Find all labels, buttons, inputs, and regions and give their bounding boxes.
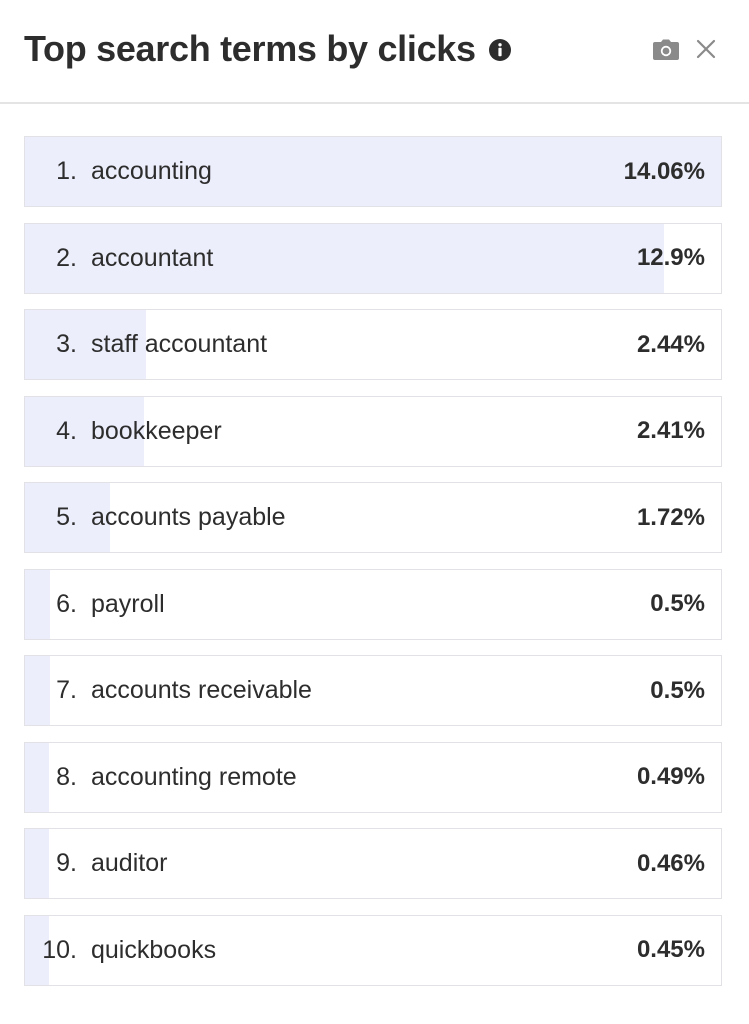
term-rank: 6. [56,589,77,618]
search-term-row[interactable]: 9. auditor 0.46% [24,828,722,899]
search-term-row[interactable]: 6. payroll 0.5% [24,568,722,640]
panel-title: Top search terms by clicks [24,28,512,70]
share-bar [25,742,50,812]
panel-header: Top search terms by clicks [0,0,749,104]
term-label: auditor [91,849,168,877]
term-label: bookkeeper [91,416,222,445]
search-terms-list: 1. accounting 14.06% 2. accountant 12.9% 3. sta… [24,136,722,1001]
search-term-row[interactable]: 1. accounting 14.06% [24,136,722,207]
term-label: quickbooks [91,935,217,964]
term-percent: 1.72% [636,503,705,531]
term-label: accounting [91,157,212,185]
search-term-row[interactable]: 7. accounts receivable 0.5% [24,655,722,726]
term-label: payroll [91,589,165,618]
share-bar [25,396,145,466]
search-term-row[interactable]: 2. accountant 12.9% [24,222,722,294]
term-rank: 3. [56,330,77,358]
search-term-row[interactable]: 8. accounting remote 0.49% [24,741,722,813]
term-label: accountant [91,243,214,272]
search-term-row[interactable]: 3. staff accountant 2.44% [24,309,722,380]
search-term-row[interactable]: 5. accounts payable 1.72% [24,482,722,553]
term-label: staff accountant [91,330,268,358]
term-percent: 12.9% [636,244,705,271]
share-bar [25,137,721,206]
share-bar [25,915,50,985]
panel-title-text: Top search terms by clicks [24,28,476,69]
term-percent: 14.06% [623,157,705,185]
info-icon[interactable] [488,38,512,62]
term-rank: 4. [56,416,77,445]
share-bar [25,223,664,293]
share-bar [25,483,111,552]
share-bar [25,829,50,898]
share-bar [25,569,50,639]
term-rank: 10. [42,935,77,964]
search-term-row[interactable]: 4. bookkeeper 2.41% [24,395,722,467]
share-bar [25,656,50,725]
share-bar [25,310,146,379]
camera-icon[interactable] [652,38,680,62]
term-rank: 9. [56,849,77,877]
term-rank: 1. [56,157,77,185]
term-percent: 0.49% [636,763,705,790]
term-percent: 2.41% [636,417,705,444]
term-percent: 0.5% [650,590,705,617]
search-term-row[interactable]: 10. quickbooks 0.45% [24,914,722,986]
term-percent: 0.46% [636,849,705,877]
term-label: accounts payable [91,503,286,531]
term-label: accounts receivable [91,676,312,704]
close-icon[interactable] [694,37,718,61]
term-label: accounting remote [91,762,297,791]
term-percent: 0.5% [650,676,705,704]
term-rank: 7. [56,676,77,704]
term-rank: 5. [56,503,77,531]
term-rank: 8. [56,762,77,791]
term-percent: 2.44% [636,330,705,358]
term-rank: 2. [56,243,77,272]
term-percent: 0.45% [636,936,705,963]
